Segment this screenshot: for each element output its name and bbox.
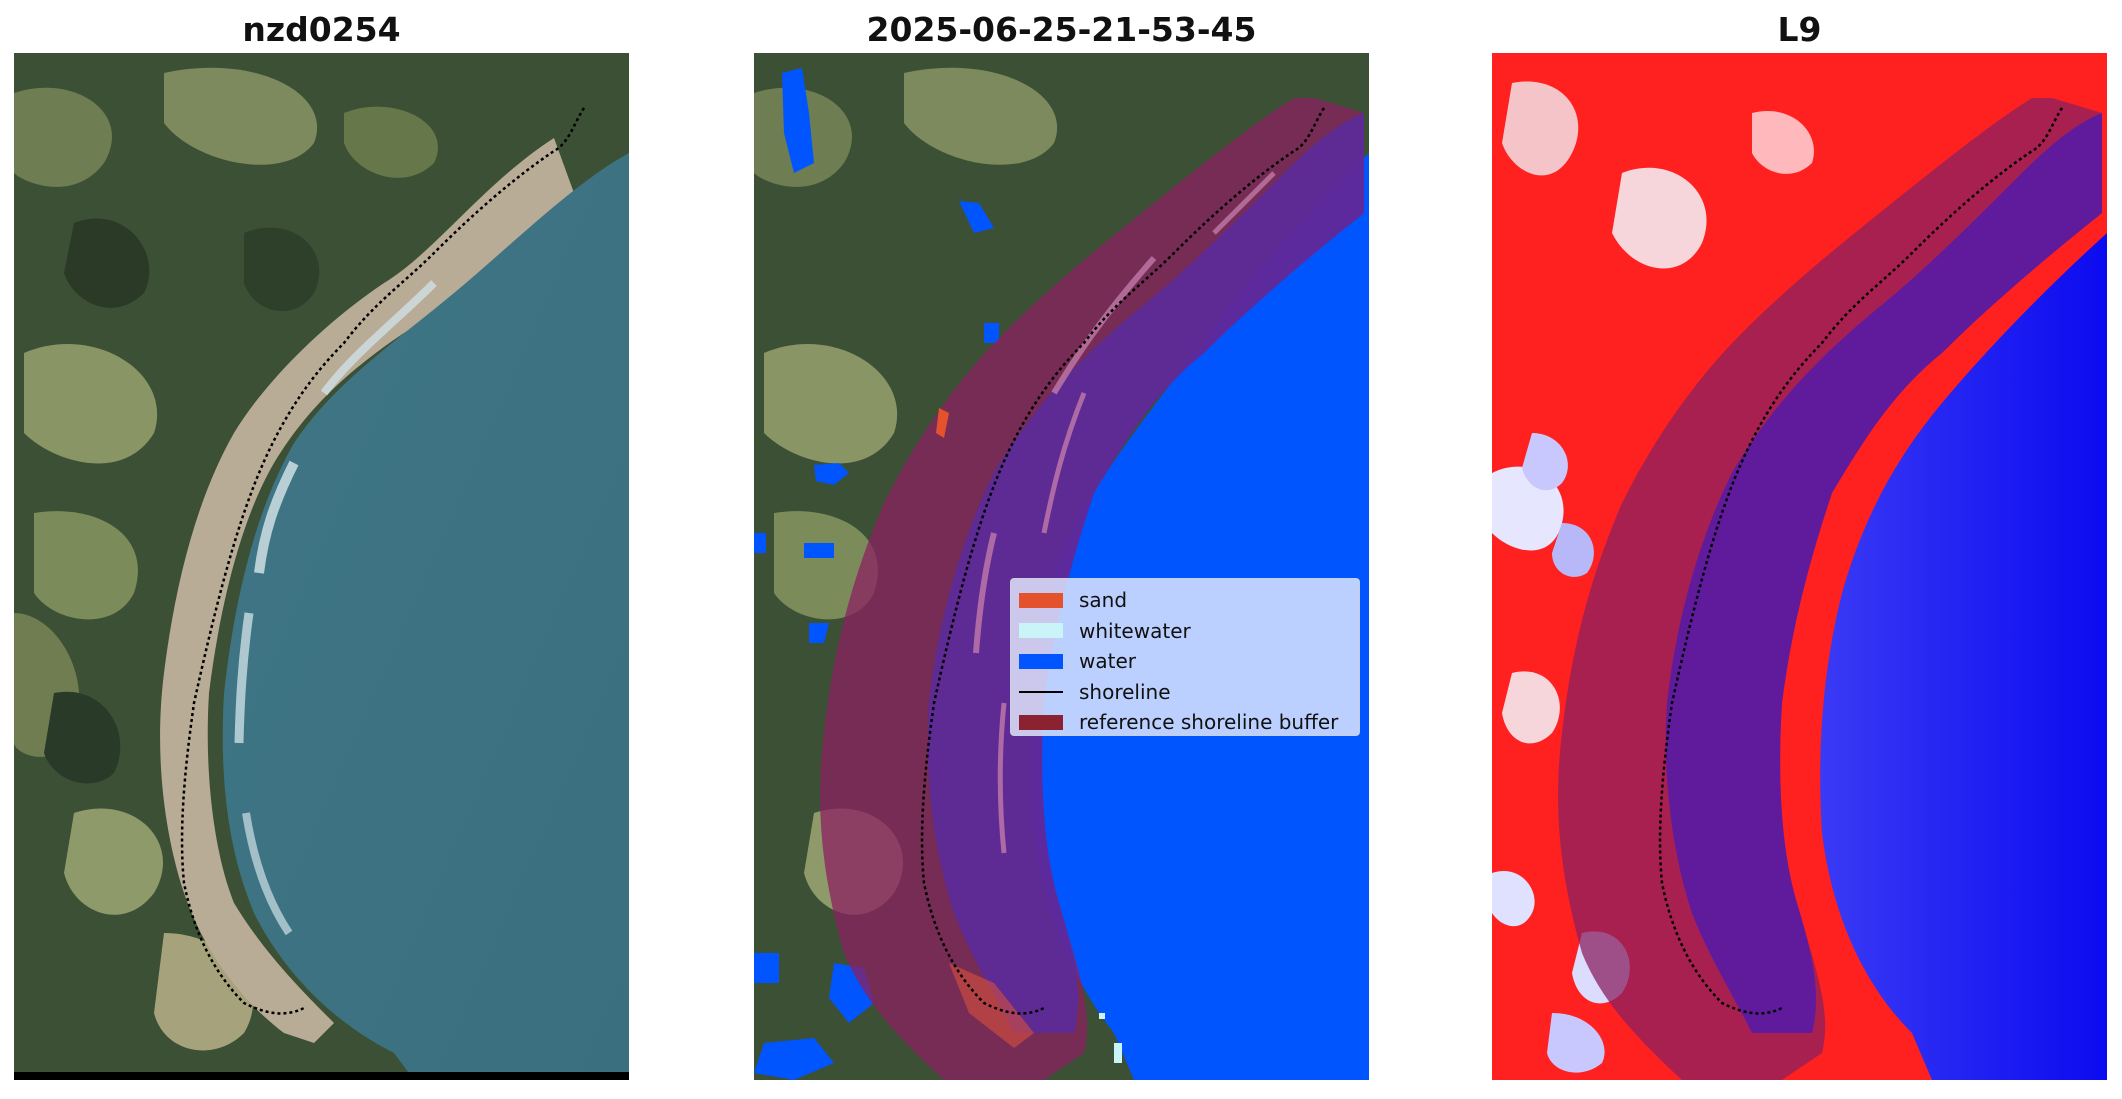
legend-label-whitewater: whitewater bbox=[1079, 618, 1191, 643]
legend-label-sand: sand bbox=[1079, 588, 1128, 613]
panel-title-classification: 2025-06-25-21-53-45 bbox=[866, 10, 1257, 49]
legend-label-shoreline: shoreline bbox=[1079, 679, 1171, 704]
water-swatch bbox=[1019, 653, 1063, 669]
classification-image bbox=[754, 53, 1369, 1080]
legend-item-whitewater: whitewater bbox=[1019, 616, 1351, 647]
legend-item-buffer: reference shoreline buffer bbox=[1019, 707, 1351, 738]
legend-label-water: water bbox=[1079, 649, 1136, 674]
legend-item-sand: sand bbox=[1019, 585, 1351, 616]
index-image bbox=[1492, 53, 2107, 1080]
panel-title-rgb: nzd0254 bbox=[242, 10, 401, 49]
panel-title-index: L9 bbox=[1777, 10, 1822, 49]
legend: sand whitewater water shoreline referenc… bbox=[1010, 578, 1360, 736]
shoreline-swatch bbox=[1019, 690, 1063, 693]
legend-label-buffer: reference shoreline buffer bbox=[1079, 710, 1339, 735]
buffer-swatch bbox=[1019, 714, 1063, 730]
whitewater-swatch bbox=[1019, 623, 1063, 639]
sand-swatch bbox=[1019, 592, 1063, 608]
legend-item-water: water bbox=[1019, 646, 1351, 677]
legend-item-shoreline: shoreline bbox=[1019, 677, 1351, 708]
rgb-satellite-image bbox=[14, 53, 629, 1080]
